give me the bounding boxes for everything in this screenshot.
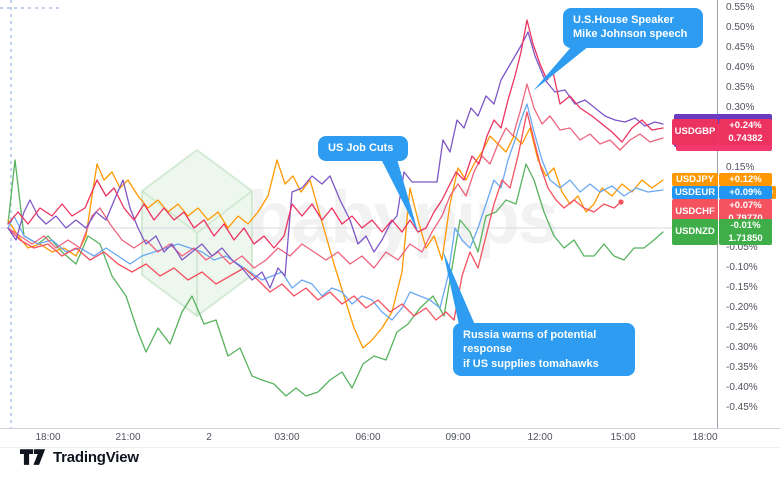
tradingview-logo-icon	[20, 449, 46, 465]
last-price: 1.71850	[728, 233, 763, 244]
last-value-dot-usdchf	[618, 199, 624, 205]
callout-pointer-mike-johnson-speech	[533, 46, 589, 91]
time-tick: 03:00	[274, 432, 300, 443]
price-tag-value-usdgbp: +0.24% 0.74382	[719, 119, 772, 145]
price-tick: -0.15%	[726, 282, 758, 293]
series-line-unlabeled-4[interactable]	[7, 83, 664, 269]
series-line-usdchf[interactable]	[7, 111, 622, 321]
callout-us-job-cuts[interactable]: US Job Cuts	[318, 136, 408, 161]
callout-pointer-us-job-cuts	[381, 159, 418, 232]
callout-mike-johnson-speech[interactable]: U.S.House Speaker Mike Johnson speech	[563, 8, 703, 48]
price-tick: -0.45%	[726, 402, 758, 413]
change-percent: -0.01%	[730, 220, 761, 231]
price-tick: -0.25%	[726, 322, 758, 333]
time-tick: 2	[206, 432, 212, 443]
tradingview-logo[interactable]: TradingView	[20, 449, 139, 466]
time-axis[interactable]: 18:00 21:00 2 03:00 06:00 09:00 12:00 15:00 18:0…	[0, 428, 780, 448]
series-line-unlabeled-5[interactable]	[7, 31, 664, 289]
change-percent: +0.12%	[729, 174, 762, 185]
series-line-usdnzd[interactable]	[7, 159, 664, 397]
price-tick: -0.10%	[726, 262, 758, 273]
price-tag-value-usdeur: +0.09%	[719, 186, 772, 199]
babypips-watermark: babypips	[141, 148, 559, 318]
time-tick: 18:00	[35, 432, 61, 443]
price-tick: 0.15%	[726, 162, 755, 173]
price-tick: -0.30%	[726, 342, 758, 353]
price-tick: -0.05%	[726, 242, 758, 253]
time-tick: 21:00	[115, 432, 141, 443]
tradingview-logo-text: TradingView	[53, 449, 139, 466]
callout-pointer-russia-warns	[443, 251, 475, 325]
price-tag-name-usdeur: USDEUR	[672, 186, 718, 199]
series-line-usdgbp[interactable]	[7, 19, 664, 249]
price-tick: 0.45%	[726, 42, 755, 53]
chart-canvas[interactable]: babypips	[0, 0, 780, 446]
price-tick: -0.40%	[726, 382, 758, 393]
price-tick: -0.20%	[726, 302, 758, 313]
price-tick: 0.35%	[726, 82, 755, 93]
price-tag-value-usdjpy: +0.12%	[719, 173, 772, 186]
time-tick: 12:00	[527, 432, 553, 443]
price-tag-value-usdnzd: -0.01% 1.71850	[719, 219, 772, 245]
price-tag-name-usdjpy: USDJPY	[672, 173, 718, 186]
time-tick: 15:00	[610, 432, 636, 443]
price-tag-name-usdgbp: USDGBP	[672, 119, 718, 145]
callout-russia-warns[interactable]: Russia warns of potential response if US…	[453, 323, 635, 376]
price-tick: 0.50%	[726, 22, 755, 33]
price-tick: 0.40%	[726, 62, 755, 73]
change-percent: +0.09%	[729, 187, 762, 198]
price-tick: 0.55%	[726, 1, 755, 13]
time-tick: 18:00	[692, 432, 718, 443]
price-tag-name-usdnzd: USDNZD	[672, 219, 718, 245]
change-percent: +0.07%	[729, 200, 762, 211]
last-price: 0.74382	[728, 133, 763, 144]
price-tick: -0.35%	[726, 362, 758, 373]
last-price: 0.79770	[719, 212, 772, 225]
change-percent: +0.24%	[729, 120, 762, 131]
time-tick: 09:00	[445, 432, 471, 443]
series-line-usdeur[interactable]	[7, 103, 664, 321]
series-line-usdjpy[interactable]	[7, 127, 664, 349]
price-tick: 0.30%	[726, 102, 755, 113]
time-tick: 06:00	[355, 432, 381, 443]
